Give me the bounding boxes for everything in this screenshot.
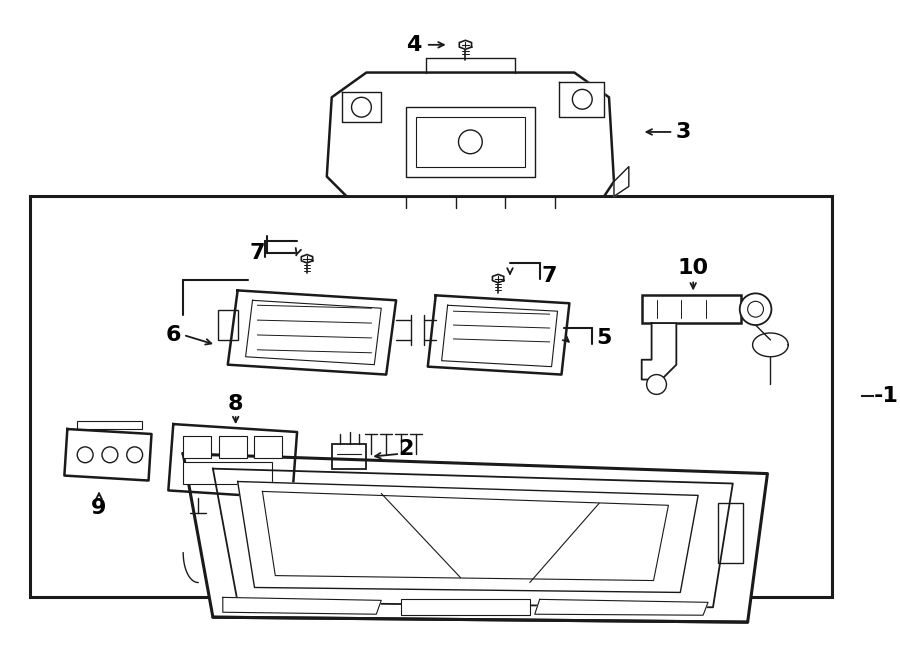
Polygon shape bbox=[263, 491, 669, 581]
Circle shape bbox=[458, 130, 482, 154]
Circle shape bbox=[646, 375, 666, 395]
Polygon shape bbox=[459, 40, 472, 50]
Circle shape bbox=[127, 447, 142, 463]
Bar bbox=[184, 461, 273, 483]
Polygon shape bbox=[428, 295, 570, 375]
Bar bbox=[406, 107, 535, 177]
Circle shape bbox=[102, 447, 118, 463]
Polygon shape bbox=[327, 73, 614, 197]
Polygon shape bbox=[492, 274, 504, 283]
Bar bbox=[219, 436, 247, 457]
Polygon shape bbox=[560, 83, 604, 117]
Polygon shape bbox=[342, 92, 382, 122]
Bar bbox=[218, 310, 238, 340]
Polygon shape bbox=[65, 429, 151, 481]
Circle shape bbox=[740, 293, 771, 325]
Bar bbox=[255, 436, 283, 457]
Circle shape bbox=[748, 301, 763, 317]
Polygon shape bbox=[168, 424, 297, 498]
Bar bbox=[416, 117, 525, 167]
Text: 10: 10 bbox=[678, 258, 708, 277]
Text: 3: 3 bbox=[676, 122, 691, 142]
Polygon shape bbox=[223, 597, 382, 614]
Circle shape bbox=[352, 97, 372, 117]
Text: 2: 2 bbox=[399, 439, 414, 459]
Polygon shape bbox=[614, 167, 629, 197]
Bar bbox=[401, 599, 530, 615]
Text: 7: 7 bbox=[542, 265, 557, 285]
Circle shape bbox=[77, 447, 93, 463]
Bar bbox=[30, 197, 832, 597]
Bar bbox=[332, 444, 366, 469]
Text: 9: 9 bbox=[91, 498, 107, 518]
Polygon shape bbox=[642, 323, 676, 379]
Text: 8: 8 bbox=[228, 395, 243, 414]
Bar bbox=[184, 436, 211, 457]
Text: 6: 6 bbox=[166, 325, 181, 345]
Polygon shape bbox=[213, 469, 733, 607]
Polygon shape bbox=[184, 453, 768, 622]
Polygon shape bbox=[302, 255, 312, 263]
Polygon shape bbox=[246, 301, 382, 365]
Text: -1: -1 bbox=[873, 387, 898, 406]
Polygon shape bbox=[442, 305, 557, 367]
Polygon shape bbox=[238, 481, 698, 592]
Text: 4: 4 bbox=[406, 35, 421, 55]
Circle shape bbox=[572, 89, 592, 109]
Bar bbox=[77, 421, 141, 429]
Text: 5: 5 bbox=[597, 328, 612, 348]
Polygon shape bbox=[228, 291, 396, 375]
Polygon shape bbox=[535, 599, 708, 615]
Bar bbox=[642, 295, 741, 323]
Text: 7: 7 bbox=[249, 243, 266, 263]
Bar bbox=[718, 503, 742, 563]
